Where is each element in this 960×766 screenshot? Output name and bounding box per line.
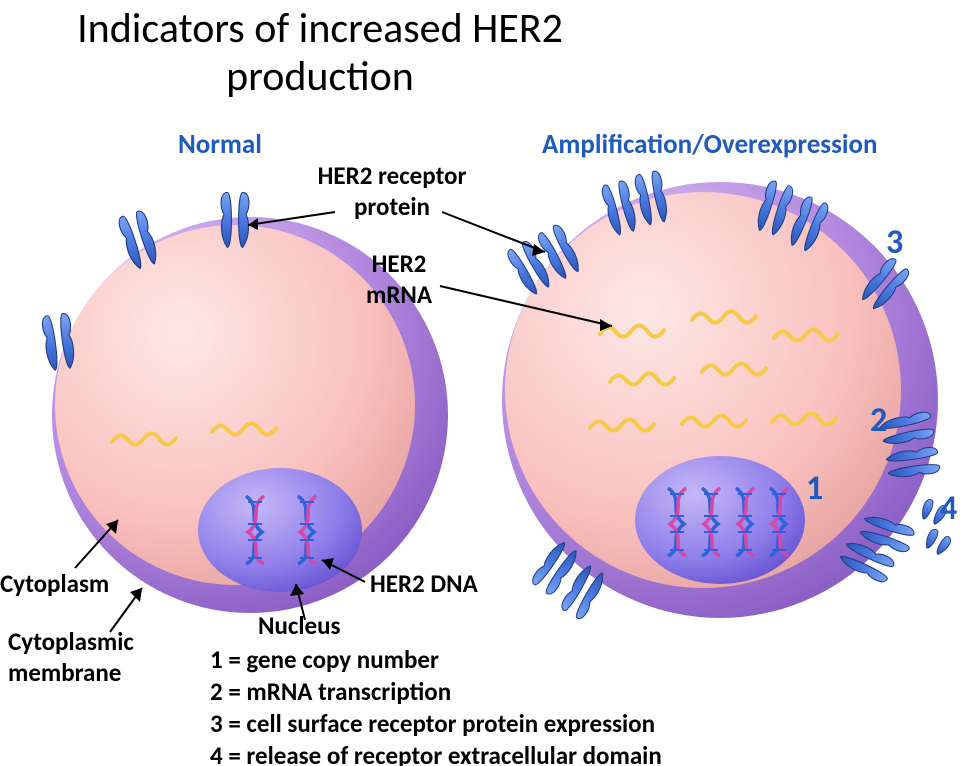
label-normal: Normal [178,128,262,161]
cell-diagram-svg [0,0,960,766]
diagram-stage: Indicators of increased HER2 production … [0,0,960,766]
legend-3: 3 = cell surface receptor protein expres… [210,708,655,739]
number-4: 4 [940,488,957,529]
label-her2-receptor: HER2 receptor protein [302,160,482,222]
page-title: Indicators of increased HER2 production [40,5,600,102]
number-2: 2 [870,400,887,441]
legend-4: 4 = release of receptor extracellular do… [210,740,662,766]
label-her2-mrna: HER2 mRNA [354,248,444,310]
legend-2: 2 = mRNA transcription [210,676,451,707]
label-amplification: Amplification/Overexpression [542,128,877,161]
label-cytoplasm: Cytoplasm [0,568,109,599]
number-1: 1 [806,468,823,509]
legend-1: 1 = gene copy number [210,644,439,675]
label-her2-dna: HER2 DNA [370,568,478,599]
label-cytoplasmic-membrane: Cytoplasmic membrane [8,626,134,688]
number-3: 3 [886,222,903,263]
label-nucleus: Nucleus [258,610,340,641]
